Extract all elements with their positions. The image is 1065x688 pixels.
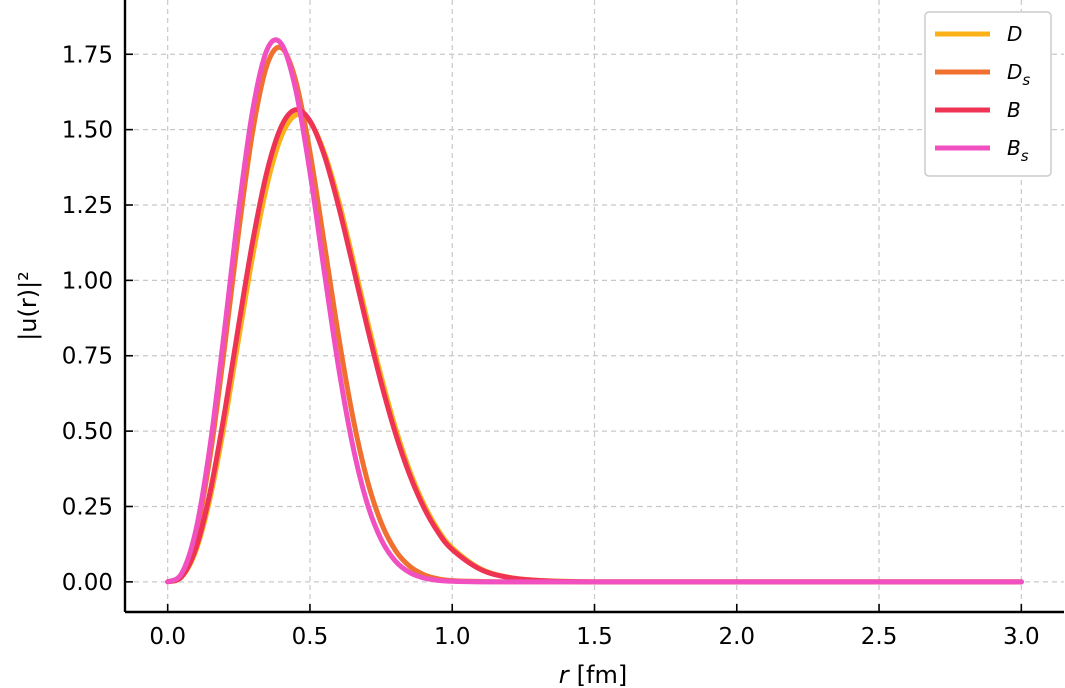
- legend: D Ds B Bs: [924, 11, 1052, 177]
- y-axis-ticks: 0.00 0.25 0.50 0.75 1.00 1.25 1.50 1.75: [62, 42, 133, 596]
- legend-label-d: D: [1007, 22, 1022, 46]
- y-tick-label: 0.00: [62, 570, 113, 596]
- y-tick-label: 1.75: [62, 42, 113, 68]
- x-tick-label: 0.5: [292, 624, 329, 650]
- series-lines: [165, 37, 1024, 585]
- x-tick-label: 1.5: [576, 624, 613, 650]
- y-axis-label: |u(r)|²: [14, 271, 42, 341]
- legend-label-b: B: [1007, 98, 1021, 122]
- x-axis-ticks: 0.0 0.5 1.0 1.5 2.0 2.5 3.0: [149, 604, 1040, 650]
- y-tick-label: 0.50: [62, 419, 113, 445]
- y-tick-label: 0.75: [62, 344, 113, 370]
- x-axis-label: r [fm]: [559, 661, 627, 688]
- x-tick-label: 0.0: [149, 624, 186, 650]
- x-tick-label: 2.5: [861, 624, 898, 650]
- y-tick-label: 1.25: [62, 193, 113, 219]
- legend-label-ds: Ds: [1007, 60, 1030, 89]
- legend-label-bs: Bs: [1007, 136, 1029, 165]
- y-tick-label: 1.00: [62, 268, 113, 294]
- legend-box: [924, 11, 1052, 177]
- y-tick-label: 1.50: [62, 118, 113, 144]
- x-tick-label: 1.0: [434, 624, 471, 650]
- y-tick-label: 0.25: [62, 494, 113, 520]
- grid-lines: [125, 0, 1064, 612]
- x-tick-label: 3.0: [1003, 624, 1040, 650]
- series-line-bs: [165, 37, 1024, 585]
- x-tick-label: 2.0: [718, 624, 755, 650]
